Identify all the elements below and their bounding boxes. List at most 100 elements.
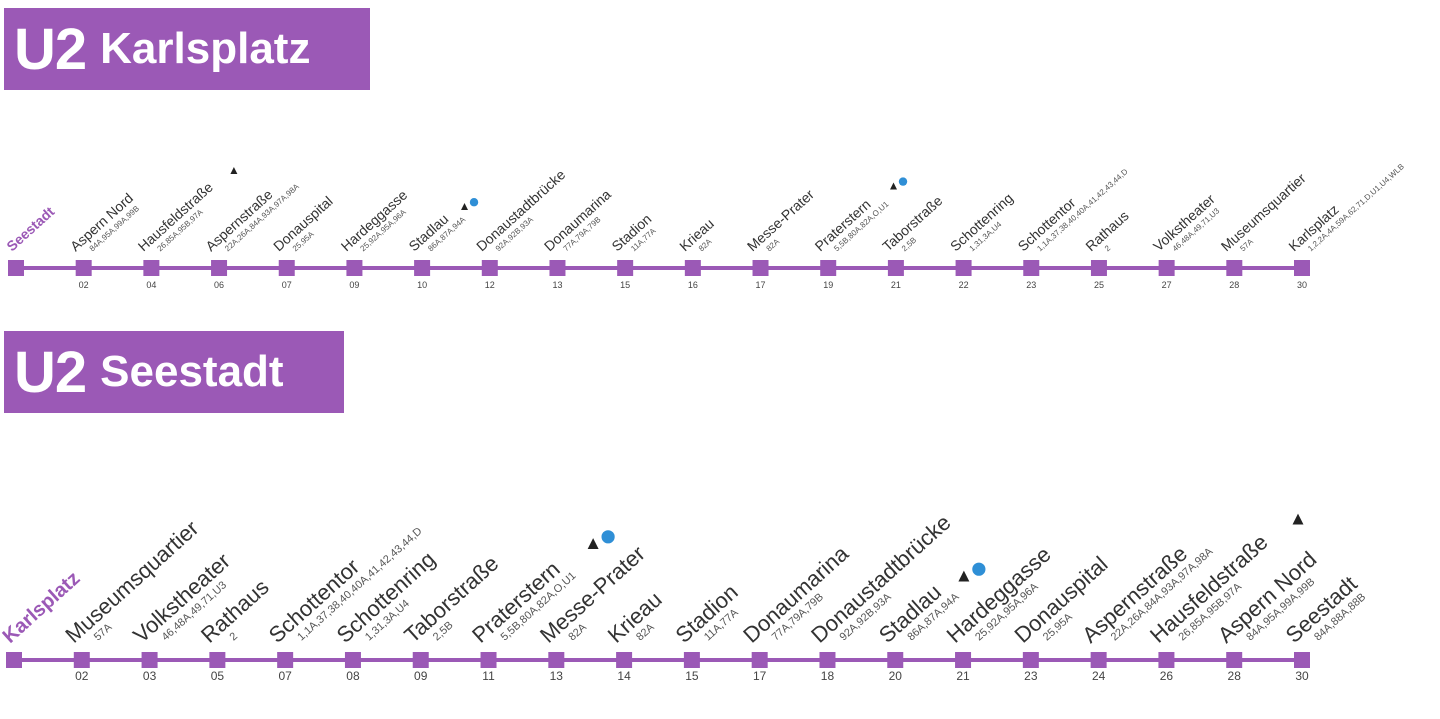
stop-label: Praterstern5,5B,80A,82A,O,U1 [812,187,891,262]
stop-number: 11 [482,669,495,683]
stop-name: Krieau [603,587,667,648]
stop-label: Stadion11A,77A [608,211,661,262]
stop-marker [887,260,904,276]
stop-marker [1294,260,1310,276]
stop-marker [481,260,498,276]
stop-marker [955,652,972,668]
stop: Krieau82A 16 [676,215,717,290]
line-number: U2 [14,16,87,82]
elevator-icon: ▲ [459,199,471,213]
stop-marker [1022,652,1039,668]
stop-number: 15 [685,669,699,683]
origin-stop-name: Seestadt [3,203,57,254]
stop-marker [819,652,836,668]
stop-number: 05 [211,669,225,683]
stop-marker [278,260,295,276]
stop-label: Krieau82A [603,587,675,657]
stop-marker [1090,260,1107,276]
stop-marker [344,652,361,668]
stop-marker [887,652,904,668]
stop-number: 17 [753,669,767,683]
stop: Schottenring1,31,3A,U4 22 [947,190,1023,290]
stop-marker [683,652,700,668]
stop: Stadion11A,77A 15 [608,211,661,290]
stop-number: 21 [891,280,901,290]
stop-label: Donaustadtbrücke92A,92B,93A [473,166,575,261]
stop-connections: 2 [1103,243,1113,253]
stop-number: 02 [79,280,89,290]
stop: Hardeggasse25,92A,95A,96A 09 [338,186,411,290]
elevator-icon: ▲ [888,178,900,192]
stop: Taborstraße2,5B 21 [879,192,952,290]
stop-number: 23 [1024,669,1038,683]
stop-number: 28 [1228,669,1242,683]
stop-number: 30 [1295,669,1309,683]
stop-number: 06 [214,280,224,290]
s-bahn-icon [972,562,986,576]
stop-marker [211,260,228,276]
stop-number: 30 [1297,280,1307,290]
destination-label: Karlsplatz [100,24,311,73]
stop-label: Messe-Prater82A [744,186,824,262]
stop-number: 17 [756,280,766,290]
stop-marker [548,652,565,668]
stop-marker [617,260,634,276]
stop-label: Aspern Nord84A,95A,99A,99B [67,190,143,262]
stop-number: 09 [349,280,359,290]
stop-number: 15 [620,280,630,290]
elevator-icon: ▲ [228,163,240,177]
direction-1: KarlsplatzMuseumsquartier57A02Volkstheat… [0,508,1368,683]
stop-number: 14 [617,669,631,683]
stop-marker [412,652,429,668]
stop-number: 16 [688,280,698,290]
s-bahn-icon [469,198,479,207]
stop-number: 10 [417,280,427,290]
elevator-icon: ▲ [1289,508,1308,529]
stop-number: 08 [346,669,360,683]
stop-number: 07 [282,280,292,290]
stop-number: 22 [959,280,969,290]
stop-marker [1294,652,1310,668]
stop-number: 13 [550,669,564,683]
stop-number: 13 [552,280,562,290]
stop-marker [684,260,701,276]
stop-number: 20 [889,669,903,683]
stop-marker [277,652,294,668]
stop-number: 07 [278,669,292,683]
stop-number: 25 [1094,280,1104,290]
stop-number: 18 [821,669,835,683]
stop-label: Volkstheater46,48A,49,71,U3 [1150,191,1225,262]
stop-label: Donaumarina77A,79A,79B [541,186,621,262]
stop-label: Rathaus2 [1082,207,1138,261]
stop: Stadion11A,77A 15 [671,579,743,683]
stop-marker [1226,260,1243,276]
destination-label: Seestadt [100,347,284,396]
stop-marker [141,652,158,668]
stop-marker [143,260,160,276]
stop-label: Taborstraße2,5B [879,192,952,261]
direction-banner-seestadt: U2 Seestadt [4,331,344,413]
stop: Donaumarina77A,79A,79B 13 [541,186,621,290]
elevator-icon: ▲ [955,564,974,585]
stop-connections: 1,2,2A,4A,59A,62,71,D,U1,U4,WLB [1306,162,1406,253]
stop-marker [955,260,972,276]
stop-marker [1158,260,1175,276]
stop-marker [751,652,768,668]
stop-marker [1023,260,1040,276]
stop-number: 03 [143,669,157,683]
stop-marker [480,652,497,668]
stop: Rathaus2 25 [1082,207,1138,290]
stop-marker [414,260,431,276]
stop-number: 28 [1229,280,1239,290]
stop-number: 23 [1026,280,1036,290]
origin-stop-marker [6,652,22,668]
stop-connections: 2 [227,630,240,643]
stop-marker [820,260,837,276]
stop-label: Schottenring1,31,3A,U4 [947,190,1023,262]
stop-marker [1090,652,1107,668]
stop-number: 19 [823,280,833,290]
stop-number: 21 [956,669,970,683]
stop-marker [346,260,363,276]
